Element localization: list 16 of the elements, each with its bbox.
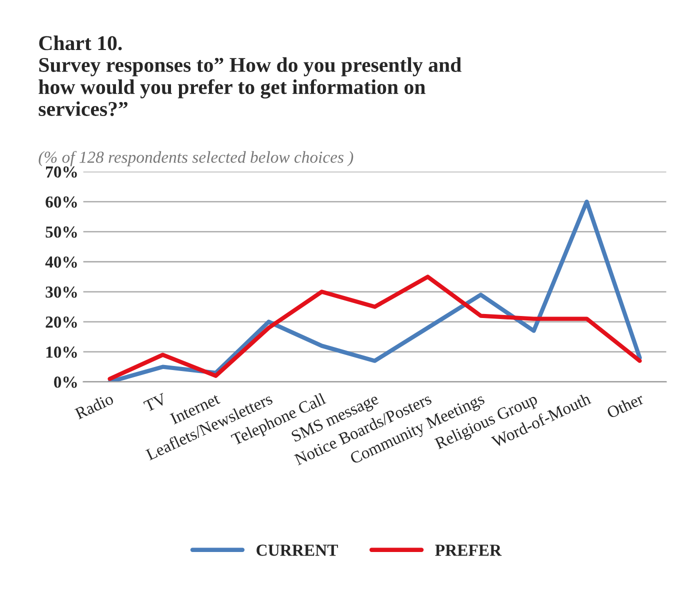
- chart-title: Chart 10. Survey responses to” How do you presently and how would you prefer to get information on services?”: [38, 36, 462, 116]
- y-tick-label: 10%: [46, 346, 77, 358]
- legend-label: CURRENT: [256, 544, 338, 556]
- legend-label: PREFER: [435, 544, 502, 556]
- y-tick-label: 30%: [46, 286, 77, 298]
- y-tick-label: 0%: [54, 376, 77, 388]
- chart-subtitle: (% of 128 respondents selected below choices ): [38, 150, 354, 166]
- y-tick-label: 20%: [46, 316, 77, 328]
- y-tick-label: 60%: [46, 196, 77, 208]
- line-series: [108, 274, 642, 381]
- y-tick-label: 50%: [46, 226, 77, 238]
- x-tick-label: Other: [606, 392, 645, 419]
- x-tick-label: Radio: [74, 392, 114, 420]
- y-tick-label: 40%: [45, 256, 77, 268]
- y-tick-label: 70%: [46, 166, 77, 178]
- line-series: [108, 200, 642, 382]
